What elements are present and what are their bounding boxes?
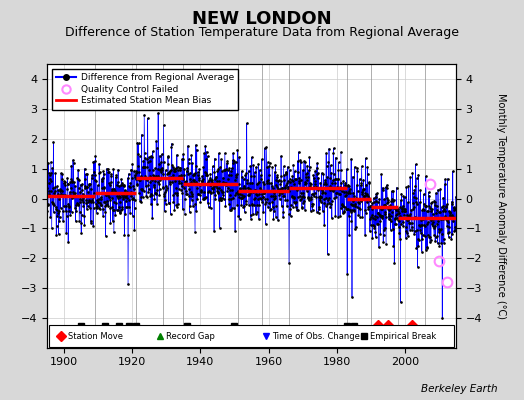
- Text: Empirical Break: Empirical Break: [370, 332, 436, 340]
- Text: Time of Obs. Change: Time of Obs. Change: [272, 332, 360, 340]
- Text: NEW LONDON: NEW LONDON: [192, 10, 332, 28]
- Bar: [49, 325, 454, 346]
- Text: Berkeley Earth: Berkeley Earth: [421, 384, 498, 394]
- Legend: Difference from Regional Average, Quality Control Failed, Estimated Station Mean: Difference from Regional Average, Qualit…: [52, 68, 238, 110]
- Text: Record Gap: Record Gap: [166, 332, 214, 340]
- Y-axis label: Monthly Temperature Anomaly Difference (°C): Monthly Temperature Anomaly Difference (…: [496, 93, 506, 319]
- Text: Station Move: Station Move: [68, 332, 123, 340]
- Text: Difference of Station Temperature Data from Regional Average: Difference of Station Temperature Data f…: [65, 26, 459, 39]
